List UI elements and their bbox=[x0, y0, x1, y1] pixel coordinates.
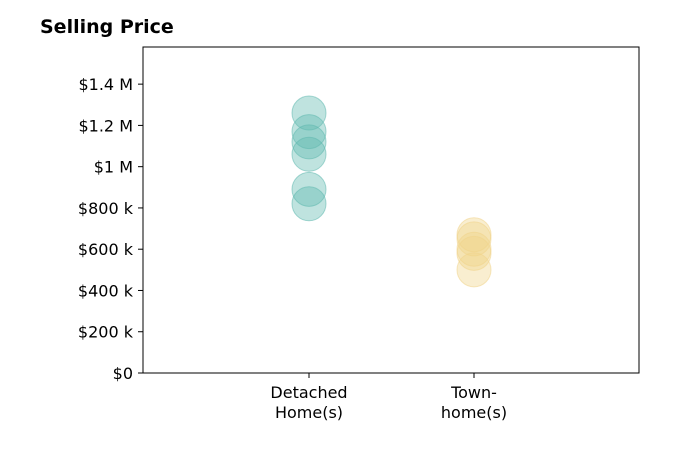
x-tick-label: Detached Home(s) bbox=[270, 383, 347, 422]
y-tick-label: $200 k bbox=[78, 323, 134, 342]
y-tick-label: $1 M bbox=[94, 158, 133, 177]
chart-title: Selling Price bbox=[40, 16, 174, 38]
data-point bbox=[291, 186, 327, 222]
x-axis: Detached Home(s) Town-home(s) bbox=[270, 373, 507, 422]
data-point bbox=[291, 136, 327, 172]
data-point bbox=[456, 252, 492, 288]
plot-frame bbox=[142, 46, 640, 374]
data-point bbox=[291, 124, 327, 160]
data-points bbox=[291, 95, 492, 288]
y-axis: $0 $200 k $400 k $600 k $800 k $1 M $1.2 M $1.4… bbox=[78, 75, 143, 383]
y-tick-label: $800 k bbox=[78, 199, 134, 218]
y-tick-label: $0 bbox=[113, 364, 133, 383]
y-tick-label: $1.2 M bbox=[78, 116, 133, 135]
data-point bbox=[291, 171, 327, 207]
x-tick-label: Town-home(s) bbox=[441, 383, 507, 422]
y-tick-label: $1.4 M bbox=[78, 75, 133, 94]
data-point bbox=[291, 95, 327, 131]
data-point bbox=[456, 221, 492, 257]
y-tick-label: $600 k bbox=[78, 240, 134, 259]
y-tick-label: $400 k bbox=[78, 281, 134, 300]
